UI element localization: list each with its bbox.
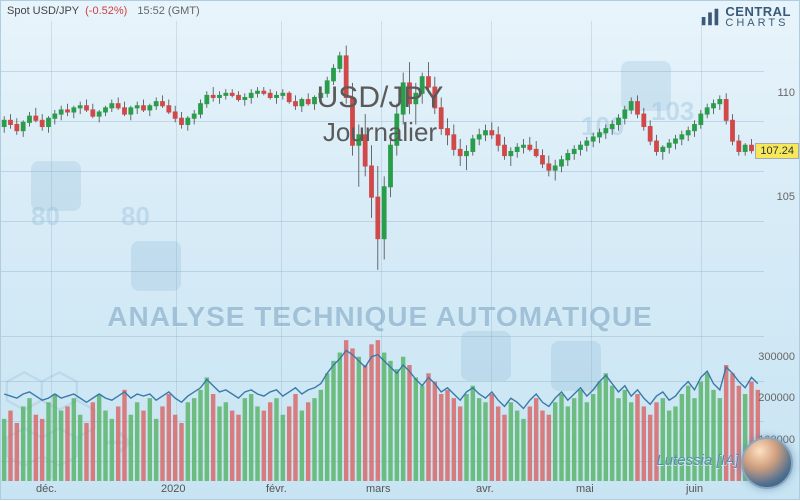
x-tick: avr. [476, 483, 494, 495]
x-tick: mars [366, 483, 390, 495]
y-tick-volume: 200000 [758, 392, 795, 404]
x-tick: févr. [266, 483, 287, 495]
y-tick-volume: 300000 [758, 351, 795, 363]
avatar-icon [741, 437, 793, 489]
credit-text: Lutessia [IA] [656, 452, 739, 469]
x-tick: 2020 [161, 483, 185, 495]
x-tick: juin [686, 483, 703, 495]
volume-chart[interactable] [1, 1, 800, 501]
x-tick: mai [576, 483, 594, 495]
chart-container: Spot USD/JPY (-0.52%) 15:52 (GMT) CENTRA… [0, 0, 800, 500]
y-tick-price: 110 [777, 87, 795, 99]
x-tick: déc. [36, 483, 57, 495]
y-tick-price: 105 [777, 191, 795, 203]
current-price-badge: 107.24 [755, 143, 799, 159]
